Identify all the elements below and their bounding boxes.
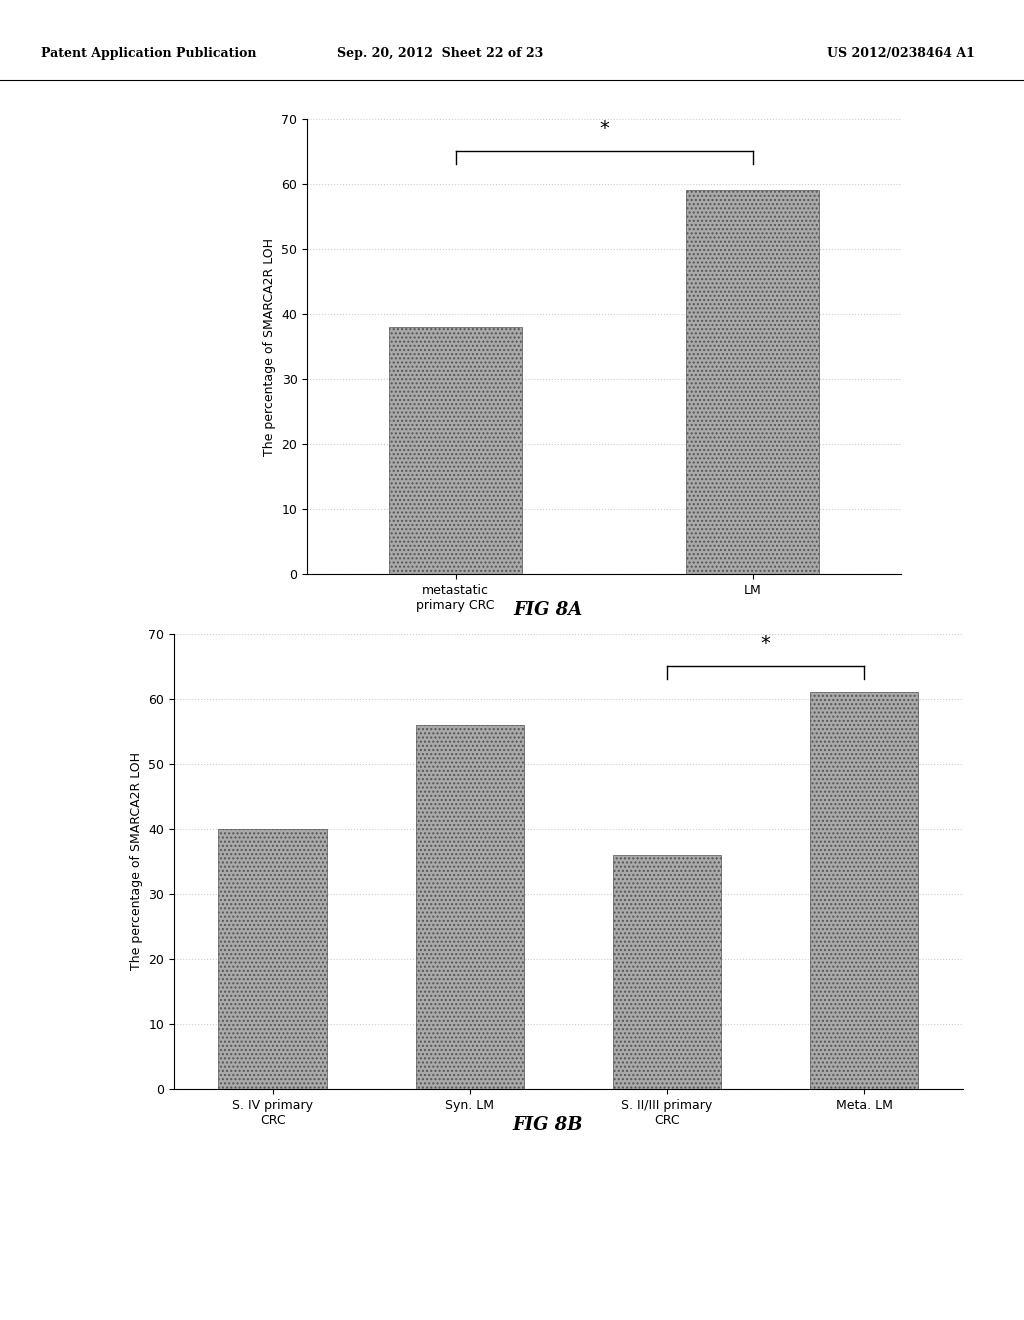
Y-axis label: The percentage of SMARCA2R LOH: The percentage of SMARCA2R LOH xyxy=(263,238,275,455)
Bar xyxy=(389,327,522,574)
Text: *: * xyxy=(599,119,609,139)
Bar xyxy=(686,190,819,574)
Bar xyxy=(612,855,721,1089)
Bar xyxy=(810,692,919,1089)
Bar xyxy=(416,725,524,1089)
Bar xyxy=(218,829,327,1089)
Y-axis label: The percentage of SMARCA2R LOH: The percentage of SMARCA2R LOH xyxy=(130,752,142,970)
Text: Patent Application Publication: Patent Application Publication xyxy=(41,46,256,59)
Text: *: * xyxy=(761,634,770,653)
Text: FIG 8B: FIG 8B xyxy=(513,1115,583,1134)
Text: Sep. 20, 2012  Sheet 22 of 23: Sep. 20, 2012 Sheet 22 of 23 xyxy=(337,46,544,59)
Text: US 2012/0238464 A1: US 2012/0238464 A1 xyxy=(827,46,975,59)
Text: FIG 8A: FIG 8A xyxy=(513,601,583,619)
